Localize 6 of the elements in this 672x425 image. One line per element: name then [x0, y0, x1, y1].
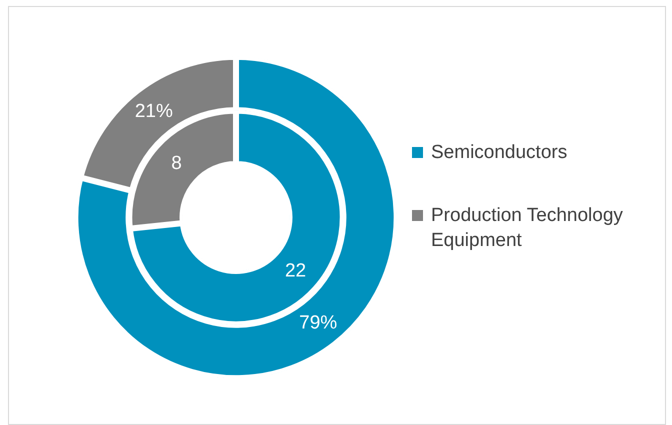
- legend-label: Semiconductors: [431, 141, 568, 165]
- data-label: 21%: [134, 100, 173, 122]
- legend-label: Production Technology Equipment: [431, 204, 624, 253]
- data-label: 79%: [299, 312, 338, 334]
- data-label: 22: [284, 260, 306, 282]
- data-label: 8: [171, 153, 182, 174]
